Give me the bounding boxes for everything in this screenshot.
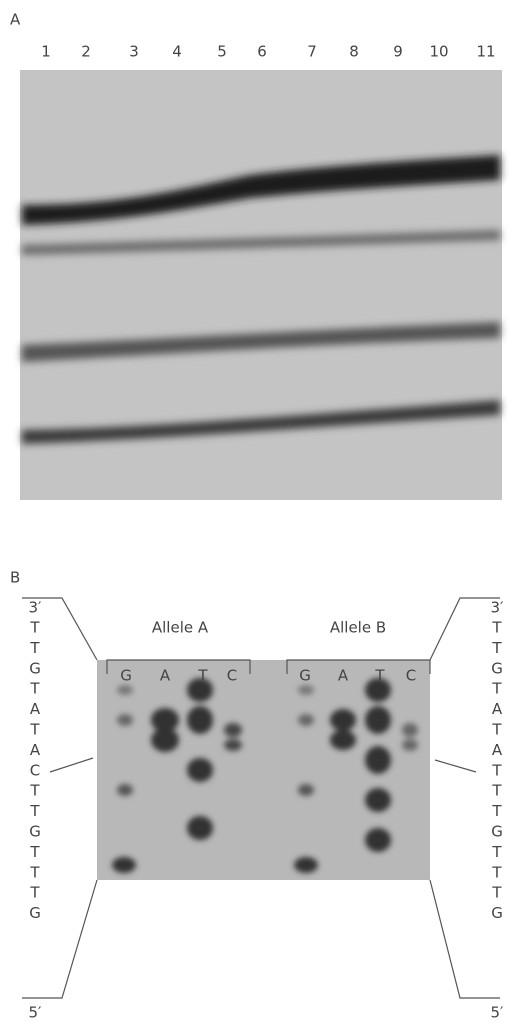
base: T <box>491 680 502 698</box>
lane-number: 10 <box>429 43 448 61</box>
panel-label: B <box>10 569 20 587</box>
panel-label: A <box>10 11 21 29</box>
base: G <box>29 823 41 841</box>
base: T <box>29 782 40 800</box>
lane-letter: T <box>374 667 385 685</box>
base: T <box>491 802 502 820</box>
gel-a <box>20 70 502 500</box>
base: A <box>30 741 41 759</box>
lane-number: 8 <box>349 43 359 61</box>
base: A <box>492 700 503 718</box>
lane-letter: G <box>120 667 132 685</box>
base: G <box>491 659 503 677</box>
lane-letter: G <box>299 667 311 685</box>
base: T <box>29 884 40 902</box>
lane-letter: T <box>197 667 208 685</box>
base: T <box>29 802 40 820</box>
lane-number: 11 <box>476 43 495 61</box>
base: T <box>491 884 502 902</box>
allele-name: Allele A <box>152 619 209 637</box>
strand-end: 5′ <box>29 1004 43 1022</box>
lane-letter: C <box>227 667 237 685</box>
base: T <box>29 721 40 739</box>
lane-number: 5 <box>217 43 227 61</box>
base: A <box>492 741 503 759</box>
base: A <box>30 700 41 718</box>
base: G <box>29 904 41 922</box>
allele-name: Allele B <box>330 619 386 637</box>
base: T <box>29 843 40 861</box>
lane-number: 6 <box>257 43 267 61</box>
lane-letter: C <box>406 667 416 685</box>
base: T <box>491 619 502 637</box>
base: T <box>29 639 40 657</box>
base: G <box>491 904 503 922</box>
base: T <box>29 863 40 881</box>
lane-number: 2 <box>81 43 91 61</box>
lane-number: 3 <box>129 43 139 61</box>
lane-number: 7 <box>307 43 317 61</box>
lane-number: 4 <box>172 43 182 61</box>
base: T <box>491 761 502 779</box>
base: T <box>491 782 502 800</box>
base: T <box>491 843 502 861</box>
base: T <box>29 619 40 637</box>
lane-letter: A <box>160 667 171 685</box>
base: T <box>491 639 502 657</box>
lane-number: 1 <box>41 43 51 61</box>
strand-end: 3′ <box>29 599 43 617</box>
base: G <box>29 659 41 677</box>
lane-number: 9 <box>393 43 403 61</box>
strand-end: 5′ <box>491 1004 505 1022</box>
connector-lines <box>22 597 500 999</box>
base: C <box>30 761 40 779</box>
gel-b <box>97 660 430 880</box>
base: T <box>491 721 502 739</box>
lane-letter: A <box>338 667 349 685</box>
strand-end: 3′ <box>491 599 505 617</box>
base: G <box>491 823 503 841</box>
base: T <box>29 680 40 698</box>
base: T <box>491 863 502 881</box>
